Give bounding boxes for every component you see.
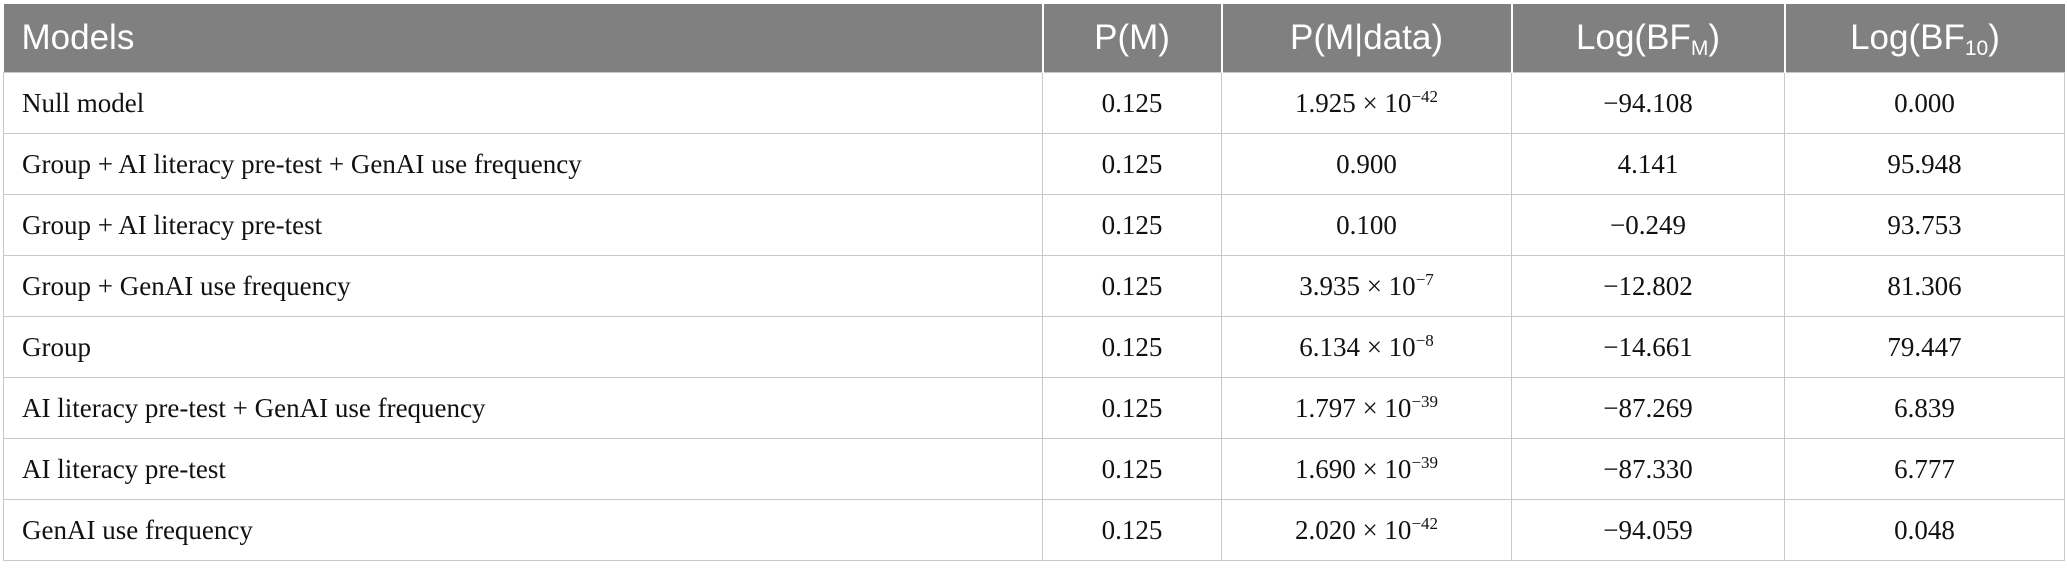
table-row: AI literacy pre-test 0.125 1.690 × 10−39 −8… (3, 438, 2065, 500)
prior-probability-cell: 0.125 (1042, 72, 1222, 134)
log-bfm-cell: −0.249 (1511, 194, 1785, 256)
model-name-cell: GenAI use frequency (3, 499, 1043, 561)
posterior-base: 1.925 × 10 (1294, 87, 1412, 118)
log-bfm-cell: −87.269 (1511, 377, 1785, 439)
log-bfm-cell: −94.059 (1511, 499, 1785, 561)
table-row: Group 0.125 6.134 × 10−8 −14.661 79.447 (3, 316, 2065, 378)
posterior-exponent: −7 (1415, 269, 1434, 289)
posterior-probability-cell: 6.134 × 10−8 (1221, 316, 1512, 378)
prior-probability-cell: 0.125 (1042, 255, 1222, 317)
posterior-probability-cell: 0.900 (1221, 133, 1512, 195)
posterior-probability-cell: 3.935 × 10−7 (1221, 255, 1512, 317)
prior-probability-cell: 0.125 (1042, 133, 1222, 195)
posterior-exponent: −8 (1415, 330, 1434, 350)
header-pm-data: P(M|data) (1221, 4, 1513, 73)
log-bf10-cell: 6.839 (1784, 377, 2065, 439)
prior-probability-cell: 0.125 (1042, 499, 1222, 561)
model-comparison-table: Models P(M) P(M|data) Log(BFM) Log(BF10)… (3, 4, 2065, 561)
posterior-probability-cell: 1.797 × 10−39 (1221, 377, 1512, 439)
table-row: Null model 0.125 1.925 × 10−42 −94.108 0.000 (3, 72, 2065, 134)
table-row: GenAI use frequency 0.125 2.020 × 10−42 −94… (3, 499, 2065, 561)
posterior-base: 0.100 (1336, 209, 1397, 240)
posterior-probability-cell: 1.925 × 10−42 (1221, 72, 1512, 134)
posterior-probability-cell: 1.690 × 10−39 (1221, 438, 1512, 500)
posterior-exponent: −39 (1411, 452, 1439, 472)
model-name-cell: Null model (3, 72, 1043, 134)
posterior-base: 1.690 × 10 (1294, 453, 1412, 484)
log-bf10-cell: 95.948 (1784, 133, 2065, 195)
model-name-cell: Group + AI literacy pre-test (3, 194, 1043, 256)
log-bfm-cell: −12.802 (1511, 255, 1785, 317)
posterior-base: 6.134 × 10 (1299, 331, 1416, 362)
header-row: Models P(M) P(M|data) Log(BFM) Log(BF10) (3, 4, 2065, 73)
log-bf10-cell: 79.447 (1784, 316, 2065, 378)
model-name-cell: Group + GenAI use frequency (3, 255, 1043, 317)
posterior-base: 3.935 × 10 (1299, 270, 1416, 301)
table-row: Group + GenAI use frequency 0.125 3.935 × … (3, 255, 2065, 317)
prior-probability-cell: 0.125 (1042, 438, 1222, 500)
log-bfm-cell: 4.141 (1511, 133, 1785, 195)
posterior-base: 0.900 (1336, 148, 1397, 179)
header-models: Models (3, 4, 1044, 73)
log-bf10-cell: 0.000 (1784, 72, 2065, 134)
header-log-bfm: Log(BFM) (1511, 4, 1786, 73)
posterior-probability-cell: 0.100 (1221, 194, 1512, 256)
prior-probability-cell: 0.125 (1042, 316, 1222, 378)
table-row: Group + AI literacy pre-test 0.125 0.100 −0… (3, 194, 2065, 256)
log-bfm-cell: −94.108 (1511, 72, 1785, 134)
model-name-cell: AI literacy pre-test (3, 438, 1043, 500)
table-row: Group + AI literacy pre-test + GenAI use… (3, 133, 2065, 195)
model-name-cell: Group (3, 316, 1043, 378)
posterior-exponent: −39 (1411, 391, 1439, 411)
posterior-base: 1.797 × 10 (1294, 392, 1412, 423)
prior-probability-cell: 0.125 (1042, 377, 1222, 439)
log-bfm-cell: −14.661 (1511, 316, 1785, 378)
log-bfm-cell: −87.330 (1511, 438, 1785, 500)
table-row: AI literacy pre-test + GenAI use frequen… (3, 377, 2065, 439)
posterior-exponent: −42 (1411, 513, 1439, 533)
header-log-bf10: Log(BF10) (1784, 4, 2065, 73)
model-name-cell: Group + AI literacy pre-test + GenAI use… (3, 133, 1043, 195)
log-bf10-cell: 0.048 (1784, 499, 2065, 561)
log-bf10-cell: 93.753 (1784, 194, 2065, 256)
posterior-exponent: −42 (1411, 86, 1439, 106)
log-bf10-cell: 81.306 (1784, 255, 2065, 317)
prior-probability-cell: 0.125 (1042, 194, 1222, 256)
posterior-base: 2.020 × 10 (1294, 514, 1412, 545)
log-bf10-cell: 6.777 (1784, 438, 2065, 500)
model-name-cell: AI literacy pre-test + GenAI use frequen… (3, 377, 1043, 439)
posterior-probability-cell: 2.020 × 10−42 (1221, 499, 1512, 561)
header-pm: P(M) (1042, 4, 1223, 73)
